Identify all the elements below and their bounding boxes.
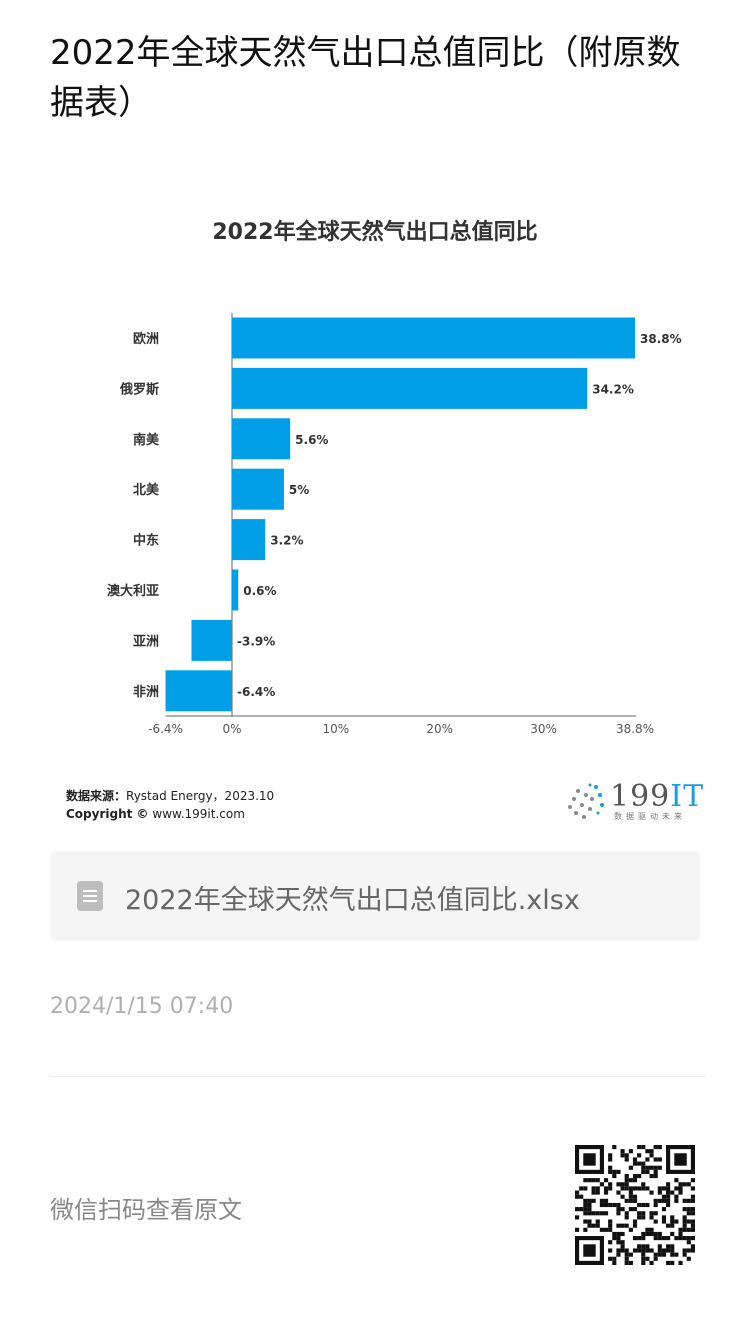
data-label: 0.6% xyxy=(243,584,276,598)
chart-title: 2022年全球天然气出口总值同比 xyxy=(212,220,538,245)
bar-2 xyxy=(232,418,291,460)
page-title: 2022年全球天然气出口总值同比（附原数据表） xyxy=(50,33,681,123)
source-label: 数据来源： xyxy=(66,789,127,803)
bar-6 xyxy=(191,619,232,661)
bar-0 xyxy=(232,317,635,359)
publish-date: 2024/1/15 07:40 xyxy=(50,994,234,1019)
category-label: 中东 xyxy=(133,533,159,549)
category-label: 澳大利亚 xyxy=(107,583,159,599)
globe-dots-icon xyxy=(568,783,604,819)
bar-4 xyxy=(232,519,266,561)
logo-main: 199 xyxy=(610,779,671,814)
x-tick-label: 10% xyxy=(323,722,350,736)
bar-chart: 欧洲 38.8% 俄罗斯 34.2% 南美 5.6% 北美 5% 中东 3.2% 澳大利亚 0.6% 亚… xyxy=(107,313,682,736)
category-label: 欧洲 xyxy=(133,331,159,347)
copyright-text: www.199it.com xyxy=(152,807,245,821)
copyright-label: Copyright © xyxy=(66,807,149,821)
copyright: Copyright © www.199it.com xyxy=(66,807,245,821)
chart-image: 2022年全球天然气出口总值同比 欧洲 38.8% 俄罗斯 34.2% 南美 5.6% 北美… xyxy=(0,195,750,845)
x-tick-label: -6.4% xyxy=(148,722,183,736)
data-label: -6.4% xyxy=(237,685,275,699)
divider xyxy=(50,1076,705,1077)
logo-tagline: 数据驱动未来 xyxy=(614,812,686,821)
qr-code-icon[interactable] xyxy=(575,1145,695,1265)
199it-logo: 199IT 数据驱动未来 xyxy=(560,777,703,827)
x-tick-label: 0% xyxy=(222,722,241,736)
x-tick-label: 30% xyxy=(530,722,557,736)
bar-5 xyxy=(232,569,239,611)
x-tick-label: 20% xyxy=(426,722,453,736)
category-label: 亚洲 xyxy=(133,634,159,649)
data-label: -3.9% xyxy=(237,634,275,648)
category-label: 俄罗斯 xyxy=(119,381,159,397)
bar-7 xyxy=(165,670,232,712)
data-label: 5.6% xyxy=(295,433,328,447)
bar-1 xyxy=(232,367,588,409)
file-name[interactable]: 2022年全球天然气出口总值同比.xlsx xyxy=(125,885,580,916)
category-label: 北美 xyxy=(133,482,160,498)
data-label: 3.2% xyxy=(270,534,303,548)
logo-accent: IT xyxy=(670,779,705,814)
spreadsheet-file-icon xyxy=(77,881,103,911)
x-tick-label: 38.8% xyxy=(616,722,654,736)
data-label: 34.2% xyxy=(592,382,634,396)
attachment-card[interactable]: 2022年全球天然气出口总值同比.xlsx xyxy=(50,851,700,941)
data-label: 5% xyxy=(289,483,309,497)
data-label: 38.8% xyxy=(640,332,682,346)
bar-3 xyxy=(232,468,284,510)
category-label: 非洲 xyxy=(133,684,159,700)
source-text: Rystad Energy，2023.10 xyxy=(126,789,275,803)
scan-prompt: 微信扫码查看原文 xyxy=(50,1196,242,1224)
data-source: 数据来源：Rystad Energy，2023.10 xyxy=(66,787,274,804)
category-label: 南美 xyxy=(133,432,160,448)
